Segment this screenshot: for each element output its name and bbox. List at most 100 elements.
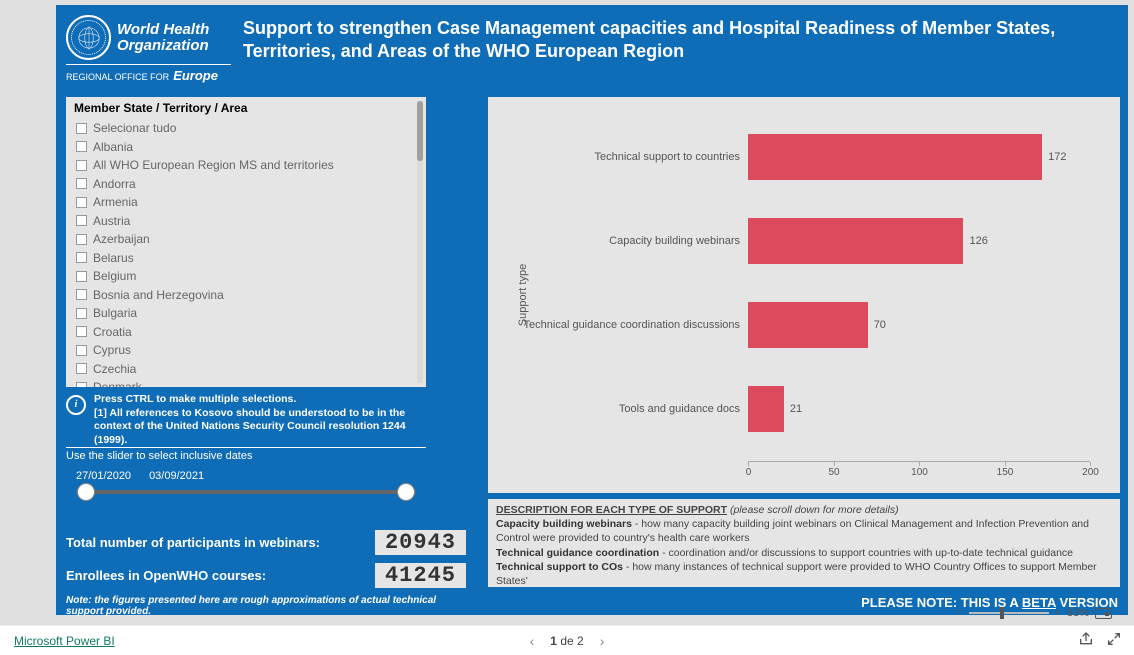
date-slider-handle-start[interactable] (77, 483, 95, 501)
checkbox-icon[interactable] (76, 215, 87, 226)
chart-bar[interactable]: 172 (748, 134, 1042, 180)
filter-item-label: Austria (93, 214, 130, 228)
filter-item-label: Croatia (93, 325, 132, 339)
checkbox-icon[interactable] (76, 197, 87, 208)
filter-item[interactable]: Denmark (70, 378, 422, 387)
checkbox-icon[interactable] (76, 234, 87, 245)
filter-item-label: Cyprus (93, 343, 131, 357)
filter-scrollbar[interactable] (417, 101, 423, 383)
pager-next-icon[interactable]: › (600, 633, 605, 649)
chart-bar-row: Technical guidance coordination discussi… (748, 302, 1090, 348)
filter-item[interactable]: All WHO European Region MS and territori… (70, 156, 422, 175)
info-note: i Press CTRL to make multiple selections… (66, 393, 426, 448)
chart-x-tick: 200 (1090, 462, 1091, 466)
filter-item-label: All WHO European Region MS and territori… (93, 158, 334, 172)
chart-bar-row: Capacity building webinars126 (748, 218, 1090, 264)
filter-item[interactable]: Bulgaria (70, 304, 422, 323)
zoom-in-icon[interactable]: + (1055, 607, 1061, 619)
checkbox-icon[interactable] (76, 363, 87, 374)
filter-item-label: Azerbaijan (93, 232, 150, 246)
filter-item-label: Czechia (93, 362, 136, 376)
date-slider-panel: Use the slider to select inclusive dates… (66, 447, 426, 512)
dashboard-frame: World Health Organization REGIONAL OFFIC… (56, 5, 1128, 615)
filter-item-label: Belgium (93, 269, 136, 283)
chart-bar[interactable]: 126 (748, 218, 963, 264)
date-slider-track[interactable] (76, 490, 416, 494)
date-start[interactable]: 27/01/2020 (76, 470, 131, 482)
checkbox-icon[interactable] (76, 326, 87, 337)
description-line: Technical guidance coordination - coordi… (496, 546, 1112, 560)
chart-bar-value: 126 (963, 235, 987, 247)
chart-bar-value: 172 (1042, 151, 1066, 163)
chart-bar-value: 70 (868, 319, 886, 331)
support-type-chart[interactable]: Support type Technical support to countr… (488, 97, 1120, 493)
zoom-slider[interactable] (969, 612, 1049, 614)
chart-y-axis-title: Support type (517, 264, 529, 326)
zoom-out-icon[interactable]: − (956, 607, 962, 619)
filter-item[interactable]: Selecionar tudo (70, 119, 422, 138)
filter-item-label: Andorra (93, 177, 136, 191)
date-end[interactable]: 03/09/2021 (149, 470, 204, 482)
pager-prev-icon[interactable]: ‹ (530, 633, 535, 649)
filter-item[interactable]: Czechia (70, 360, 422, 379)
filter-item[interactable]: Croatia (70, 323, 422, 342)
filter-list: Selecionar tudo Albania All WHO European R… (70, 119, 422, 387)
filter-item-label: Bosnia and Herzegovina (93, 288, 224, 302)
checkbox-icon[interactable] (76, 345, 87, 356)
description-line: Capacity building webinars - how many ca… (496, 517, 1112, 545)
chart-bar[interactable]: 70 (748, 302, 868, 348)
chart-x-axis: 050100150200 (748, 461, 1090, 481)
filter-item[interactable]: Bosnia and Herzegovina (70, 286, 422, 305)
footnote-left: Note: the figures presented here are rou… (66, 595, 476, 617)
checkbox-icon[interactable] (76, 178, 87, 189)
date-slider-title: Use the slider to select inclusive dates (66, 448, 426, 470)
page-title: Support to strengthen Case Management ca… (243, 15, 1118, 62)
chart-x-tick: 150 (1005, 462, 1006, 466)
description-subnote: (please scroll down for more details) (730, 504, 899, 516)
filter-item[interactable]: Armenia (70, 193, 422, 212)
checkbox-icon[interactable] (76, 289, 87, 300)
share-icon[interactable] (1078, 631, 1094, 650)
chart-x-tick: 50 (834, 462, 835, 466)
powerbi-link[interactable]: Microsoft Power BI (14, 634, 115, 648)
pager-total: 2 (577, 634, 584, 648)
zoom-slider-handle[interactable] (1000, 607, 1004, 619)
chart-x-tick: 100 (919, 462, 920, 466)
checkbox-icon[interactable] (76, 308, 87, 319)
filter-item[interactable]: Belgium (70, 267, 422, 286)
checkbox-icon[interactable] (76, 123, 87, 134)
powerbi-bottom-bar: Microsoft Power BI ‹ 1 de 2 › − + 83% (0, 625, 1134, 655)
checkbox-icon[interactable] (76, 271, 87, 282)
filter-scrollbar-thumb[interactable] (417, 101, 423, 161)
filter-item[interactable]: Belarus (70, 249, 422, 268)
checkbox-icon[interactable] (76, 141, 87, 152)
filter-item[interactable]: Azerbaijan (70, 230, 422, 249)
filter-item[interactable]: Austria (70, 212, 422, 231)
zoom-controls: − + 83% (956, 607, 1112, 619)
kpi-openwho: Enrollees in OpenWHO courses: 41245 (66, 563, 466, 588)
member-state-filter[interactable]: Member State / Territory / Area Selecion… (66, 97, 426, 387)
fit-to-page-icon[interactable] (1095, 608, 1112, 619)
checkbox-icon[interactable] (76, 252, 87, 263)
filter-item-label: Bulgaria (93, 306, 137, 320)
filter-item[interactable]: Andorra (70, 175, 422, 194)
description-line: Technical support to COs - how many inst… (496, 560, 1112, 587)
chart-bar-row: Tools and guidance docs21 (748, 386, 1090, 432)
date-slider-handle-end[interactable] (397, 483, 415, 501)
filter-item[interactable]: Cyprus (70, 341, 422, 360)
checkbox-icon[interactable] (76, 160, 87, 171)
chart-bar-label: Technical guidance coordination discussi… (523, 319, 748, 331)
filter-item-label: Albania (93, 140, 133, 154)
filter-item[interactable]: Albania (70, 138, 422, 157)
filter-item-label: Armenia (93, 195, 138, 209)
description-panel[interactable]: DESCRIPTION FOR EACH TYPE OF SUPPORT (pl… (488, 499, 1120, 587)
pager-current: 1 (550, 634, 557, 648)
kpi-webinars-value: 20943 (375, 530, 466, 555)
checkbox-icon[interactable] (76, 382, 87, 387)
chart-bar[interactable]: 21 (748, 386, 784, 432)
kpi-webinars: Total number of participants in webinars… (66, 530, 466, 555)
report-canvas: World Health Organization REGIONAL OFFIC… (0, 0, 1134, 625)
kpi-webinars-label: Total number of participants in webinars… (66, 535, 320, 550)
who-logo-sub: REGIONAL OFFICE FOREurope (66, 64, 231, 83)
fullscreen-icon[interactable] (1106, 631, 1122, 650)
